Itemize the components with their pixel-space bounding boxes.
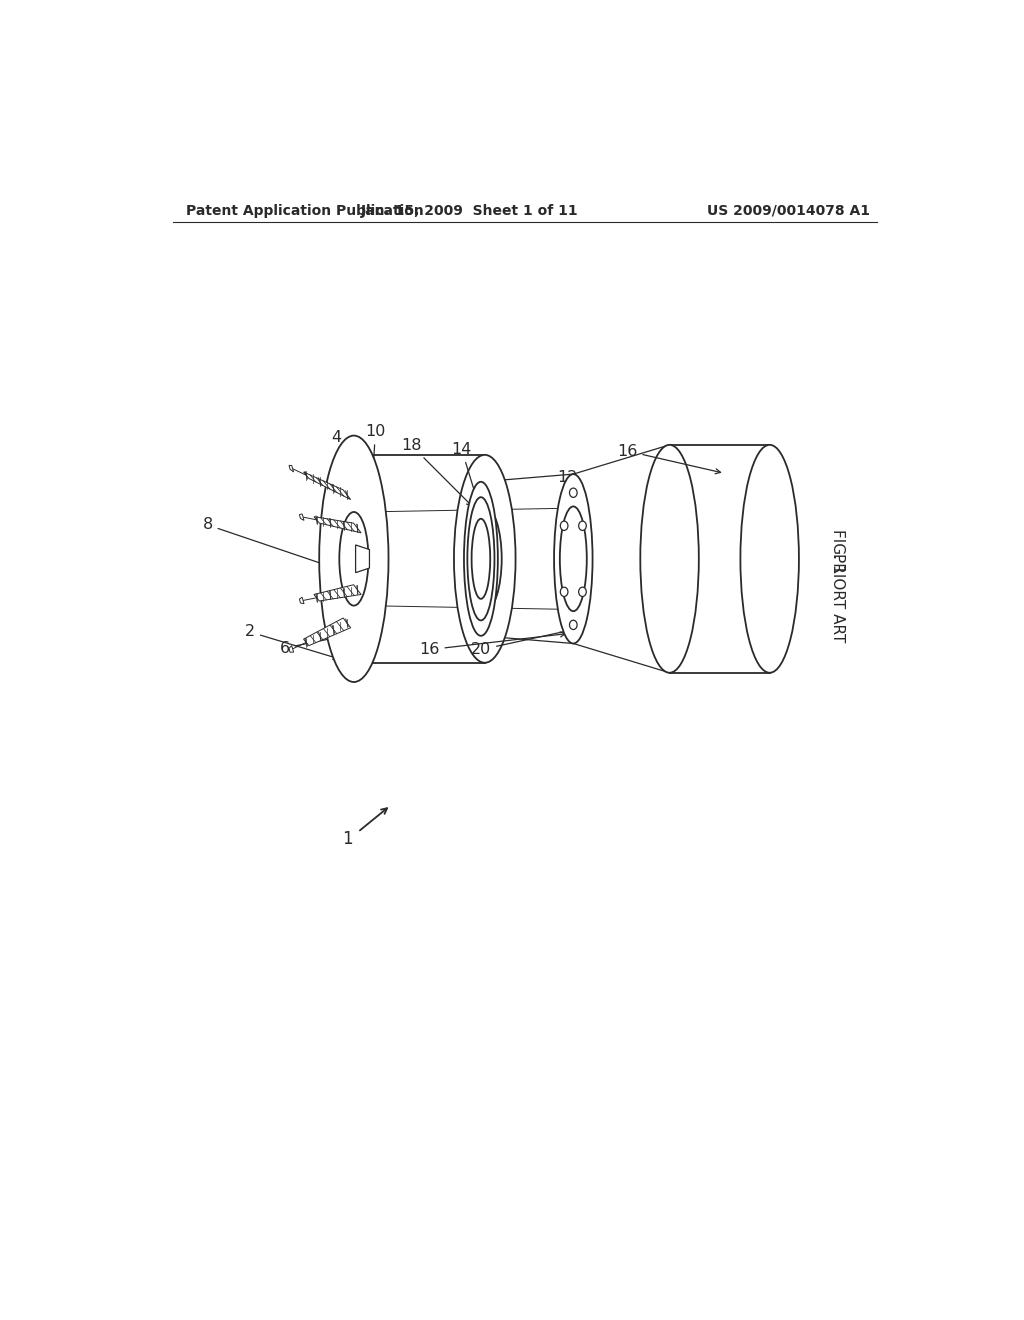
Ellipse shape <box>454 455 515 663</box>
Ellipse shape <box>319 436 388 682</box>
Ellipse shape <box>554 474 593 644</box>
Polygon shape <box>303 618 350 645</box>
Text: 10: 10 <box>366 424 386 528</box>
Ellipse shape <box>464 482 498 636</box>
Text: 12: 12 <box>558 470 579 491</box>
Ellipse shape <box>579 587 587 597</box>
Text: 4: 4 <box>331 429 358 520</box>
Ellipse shape <box>579 521 587 531</box>
Text: 6: 6 <box>280 632 356 656</box>
Text: 14: 14 <box>452 442 484 521</box>
Text: 1: 1 <box>342 830 353 847</box>
Text: 2: 2 <box>245 624 338 660</box>
Text: PRIORT ART: PRIORT ART <box>829 553 845 642</box>
Ellipse shape <box>640 445 698 673</box>
Polygon shape <box>299 597 304 603</box>
Text: 16: 16 <box>419 632 565 657</box>
Ellipse shape <box>339 512 369 606</box>
Ellipse shape <box>560 587 568 597</box>
Polygon shape <box>355 545 370 573</box>
Ellipse shape <box>472 519 490 599</box>
Text: FIG. 1: FIG. 1 <box>829 529 845 573</box>
Ellipse shape <box>560 521 568 531</box>
Ellipse shape <box>467 498 495 620</box>
Text: Jan. 15, 2009  Sheet 1 of 11: Jan. 15, 2009 Sheet 1 of 11 <box>360 203 579 218</box>
Text: 18: 18 <box>401 438 472 506</box>
Text: US 2009/0014078 A1: US 2009/0014078 A1 <box>707 203 869 218</box>
Ellipse shape <box>560 507 587 611</box>
Ellipse shape <box>468 507 502 611</box>
Text: Patent Application Publication: Patent Application Publication <box>186 203 424 218</box>
Text: 20: 20 <box>471 628 575 657</box>
Ellipse shape <box>569 620 578 630</box>
Polygon shape <box>289 645 294 652</box>
Polygon shape <box>314 516 361 533</box>
Polygon shape <box>289 466 294 473</box>
Polygon shape <box>314 585 361 601</box>
Ellipse shape <box>569 488 578 498</box>
Polygon shape <box>299 513 304 520</box>
Polygon shape <box>303 473 350 499</box>
Ellipse shape <box>740 445 799 673</box>
Text: 16: 16 <box>617 444 721 474</box>
Text: 8: 8 <box>203 517 338 570</box>
